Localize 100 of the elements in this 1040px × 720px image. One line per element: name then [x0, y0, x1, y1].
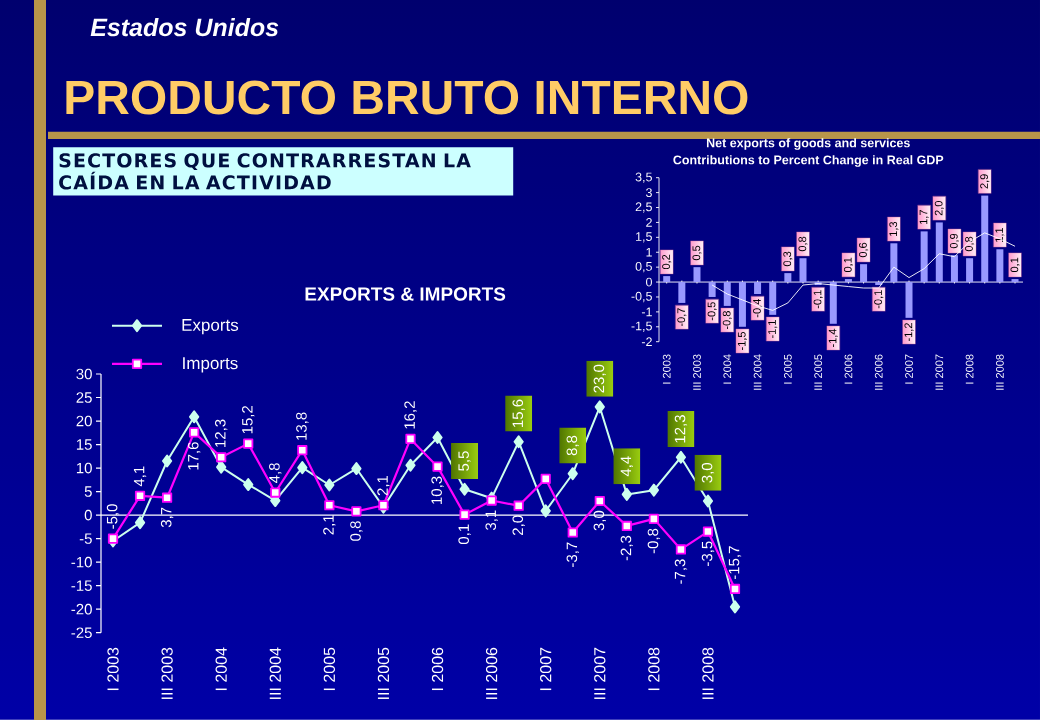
point	[134, 516, 146, 530]
data-label: -3,5	[701, 541, 715, 566]
y-tick-label: -20	[71, 603, 92, 615]
y-tick-label: -5	[79, 533, 92, 544]
point	[405, 433, 416, 445]
data-label: -1,4	[828, 328, 838, 347]
point	[513, 500, 524, 511]
chart-title: Net exports of goods and services	[706, 138, 910, 150]
point	[432, 461, 443, 472]
y-tick-label: 0,5	[635, 262, 652, 273]
point	[134, 490, 146, 501]
data-label: 0,1	[458, 524, 471, 545]
x-tick-label: I 2004	[215, 647, 227, 691]
x-tick-label: I 2003	[107, 647, 119, 691]
data-label: 0,3	[783, 251, 793, 267]
x-tick-label: III 2007	[594, 647, 606, 699]
data-label: 4,8	[269, 463, 282, 483]
y-tick-label: 2,5	[635, 202, 652, 213]
y-tick-label: 0	[84, 509, 92, 521]
data-label: 0,9	[949, 233, 959, 249]
point	[594, 495, 605, 507]
bar	[829, 282, 837, 324]
data-label: 5,5	[458, 451, 471, 471]
data-label: 3,0	[701, 462, 715, 483]
data-label: -1,1	[768, 320, 778, 339]
point	[729, 583, 741, 595]
data-label: 0,8	[350, 521, 363, 541]
bar	[663, 276, 671, 283]
y-tick-label: -25	[71, 627, 92, 638]
point	[621, 487, 632, 501]
data-label: 12,3	[674, 415, 688, 443]
chart-title: EXPORTS & IMPORTS	[305, 287, 506, 301]
bar	[678, 282, 686, 303]
point	[486, 495, 497, 506]
point	[162, 492, 173, 503]
bar	[723, 282, 731, 306]
point	[702, 494, 714, 508]
data-label: 2,0	[512, 515, 525, 535]
point	[351, 506, 362, 517]
bar	[754, 282, 762, 294]
point	[459, 482, 470, 496]
point	[675, 450, 687, 464]
text: PRODUCTO BRUTO INTERNO	[66, 80, 748, 115]
x-tick-label: III 2003	[693, 354, 701, 390]
data-label: 0,5	[692, 245, 702, 261]
data-label: 4,1	[133, 466, 147, 487]
bar	[708, 282, 716, 297]
x-tick-label: I 2003	[662, 354, 671, 384]
data-label: 16,2	[404, 401, 417, 429]
data-label: 1,1	[995, 227, 1005, 242]
point	[216, 460, 227, 474]
data-label: -0,1	[813, 290, 823, 309]
point	[432, 431, 443, 444]
data-label: 0,1	[1010, 257, 1020, 273]
x-tick-label: I 2007	[540, 647, 552, 691]
point	[648, 513, 659, 524]
data-label: 1,3	[889, 221, 899, 236]
point	[189, 410, 200, 424]
point	[189, 427, 200, 438]
point	[675, 544, 687, 555]
y-tick-label: 5	[84, 486, 92, 497]
point	[567, 467, 578, 481]
point	[351, 462, 362, 476]
y-tick-label: 0	[646, 277, 652, 287]
data-label: 0,6	[859, 242, 869, 258]
x-tick-label: III 2004	[269, 647, 281, 699]
data-label: 0,8	[798, 236, 808, 252]
point	[324, 500, 335, 511]
y-tick-label: 1,5	[636, 232, 652, 243]
y-tick-label: -15	[71, 580, 92, 591]
x-tick-label: I 2005	[783, 354, 792, 384]
data-label: 17,6	[187, 442, 201, 470]
text: Estados Unidos	[90, 17, 279, 37]
data-label: -0,8	[647, 528, 661, 554]
data-label: -0,4	[753, 299, 763, 318]
data-label: -2,3	[620, 535, 634, 561]
y-tick-label: 15	[76, 439, 92, 450]
x-tick-label: I 2006	[431, 647, 444, 691]
y-tick-label: 30	[76, 368, 92, 380]
data-label: -3,7	[566, 542, 579, 567]
x-tick-label: III 2007	[935, 354, 944, 390]
x-tick-label: III 2004	[753, 354, 762, 390]
y-tick-label: 2	[646, 218, 652, 227]
point	[567, 527, 578, 538]
x-tick-label: I 2008	[648, 647, 660, 691]
bar	[769, 282, 777, 315]
point	[594, 400, 605, 414]
data-label: 3,1	[485, 510, 498, 531]
point	[729, 600, 741, 614]
point	[405, 458, 416, 472]
x-tick-label: III 2006	[485, 647, 498, 699]
point	[540, 504, 551, 518]
data-label: 3,0	[593, 510, 606, 531]
y-tick-label: 20	[76, 415, 92, 427]
data-label: 2,1	[377, 475, 390, 496]
data-label: 1,7	[919, 210, 929, 224]
data-label: 12,3	[214, 419, 228, 447]
data-label: -0,1	[874, 290, 884, 309]
data-label: 0,2	[662, 254, 672, 270]
legend-label: Imports	[183, 357, 238, 373]
